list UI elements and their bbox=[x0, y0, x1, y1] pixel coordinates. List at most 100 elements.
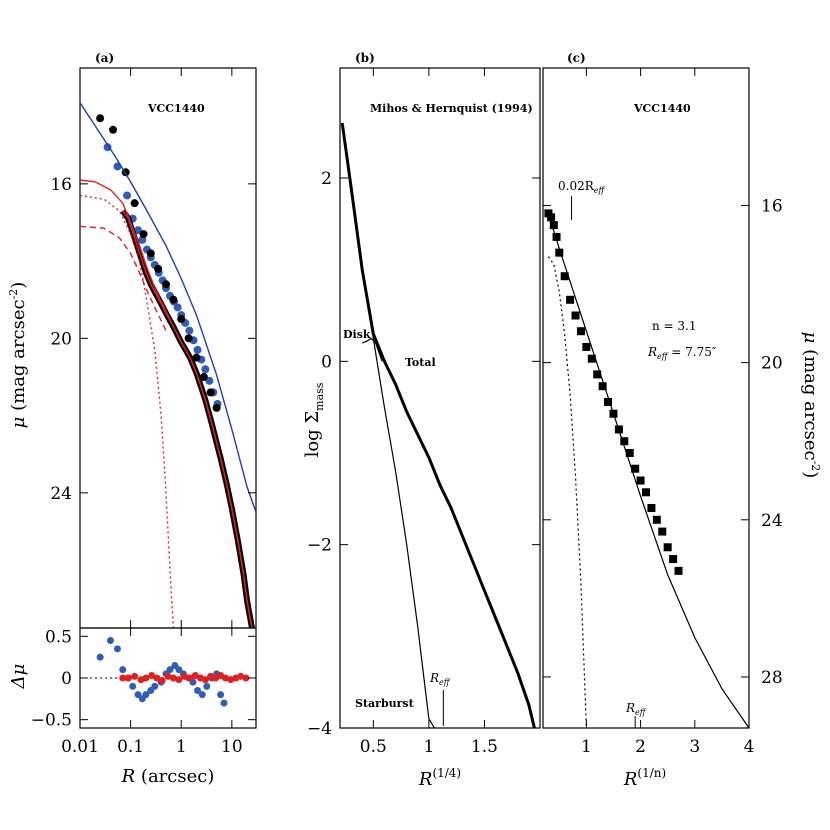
a-point-black-points bbox=[184, 334, 193, 343]
r-point-red-residuals bbox=[164, 672, 172, 680]
total-label: Total bbox=[405, 356, 436, 369]
a-ytick-label: 20 bbox=[50, 329, 72, 349]
r-xtick-label: 1 bbox=[176, 737, 187, 757]
r-point-blue-residuals bbox=[166, 666, 174, 674]
c-point bbox=[625, 449, 634, 457]
r-xtick-label: 10 bbox=[221, 737, 243, 757]
c-point bbox=[549, 221, 558, 230]
panel-b-ylabel: log Σmass bbox=[302, 382, 326, 457]
r-point-red-residuals bbox=[148, 672, 156, 679]
c-point bbox=[636, 476, 645, 485]
b-ytick-label: −2 bbox=[307, 536, 332, 556]
c-point bbox=[604, 397, 613, 406]
inner-reff-label: 0.02Reff bbox=[558, 179, 606, 195]
c-ytick-label: 28 bbox=[761, 668, 783, 688]
b-line-Total bbox=[340, 122, 536, 729]
r-point-red-residuals bbox=[153, 674, 161, 682]
c-point bbox=[647, 504, 656, 512]
r-point-blue-residuals bbox=[106, 637, 114, 644]
a-point-black-points bbox=[161, 280, 170, 289]
c-point bbox=[547, 213, 556, 222]
r-xtick-label: 0.01 bbox=[61, 737, 99, 757]
a-ytick-label: 24 bbox=[50, 484, 72, 504]
a-point-black-points bbox=[177, 315, 186, 324]
r-point-blue-residuals bbox=[203, 682, 211, 690]
panel-a: (a) VCC1440 16 20 24 μ (mag arcsec-2) bbox=[7, 51, 257, 629]
c-point bbox=[642, 488, 650, 497]
a-point-blue-points bbox=[185, 326, 194, 335]
b-reff-label: Reff bbox=[429, 671, 451, 687]
panel-a-label: (a) bbox=[95, 51, 114, 65]
b-xtick-label: 1 bbox=[423, 737, 434, 757]
r-point-red-residuals bbox=[180, 672, 188, 680]
r-point-red-residuals bbox=[158, 677, 166, 684]
c-point bbox=[560, 272, 569, 281]
panel-c: (c) VCC1440 16 20 24 28 1 2 3 4 0.02Reff n = 3.… bbox=[542, 51, 822, 790]
panel-c-xlabel: R(1/n) bbox=[623, 766, 666, 790]
panel-b-axes: 2 0 −2 −4 0.5 1 1.5 bbox=[307, 68, 540, 757]
sersic-n-label: n = 3.1 bbox=[652, 319, 697, 333]
r-point-blue-residuals bbox=[220, 699, 228, 707]
a-point-black-points bbox=[154, 264, 163, 273]
panel-c-series bbox=[544, 209, 750, 729]
a-point-blue-points bbox=[103, 143, 112, 152]
r-point-blue-residuals bbox=[113, 645, 121, 653]
r-point-blue-residuals bbox=[142, 691, 150, 699]
panel-a-axes: 16 20 24 bbox=[50, 68, 256, 628]
residual-series bbox=[80, 637, 256, 707]
c-point bbox=[598, 382, 607, 391]
c-xtick-label: 2 bbox=[635, 737, 646, 757]
a-point-black-points bbox=[109, 125, 118, 134]
a-point-black-points bbox=[206, 388, 215, 397]
b-line-Starburst bbox=[341, 122, 435, 729]
c-point bbox=[571, 311, 580, 320]
a-point-blue-points bbox=[193, 345, 202, 354]
b-ytick-label: 2 bbox=[321, 169, 332, 189]
c-point bbox=[669, 555, 678, 564]
r-point-blue-residuals bbox=[217, 691, 225, 699]
panel-b-frame bbox=[339, 67, 541, 729]
r-point-blue-residuals bbox=[151, 682, 159, 690]
panel-a-ylabel: μ (mag arcsec-2) bbox=[7, 282, 29, 429]
a-point-black-points bbox=[130, 199, 139, 208]
b-ytick-label: 0 bbox=[321, 352, 332, 372]
c-point bbox=[663, 543, 672, 552]
c-line-Sersic-fit bbox=[547, 213, 750, 729]
a-ytick-label: 16 bbox=[50, 175, 72, 195]
r-xtick-label: 0.1 bbox=[117, 737, 144, 757]
c-xtick-label: 4 bbox=[744, 737, 755, 757]
r-point-red-residuals bbox=[242, 674, 250, 682]
residual-ylabel: Δμ bbox=[8, 664, 29, 690]
a-point-black-points bbox=[212, 403, 221, 412]
panel-c-label: (c) bbox=[567, 51, 586, 65]
r-point-red-residuals bbox=[201, 676, 209, 684]
disk-label: Disk bbox=[343, 328, 371, 341]
c-point bbox=[658, 527, 667, 536]
r-point-red-residuals bbox=[119, 674, 127, 682]
panel-b-title: Mihos & Hernquist (1994) bbox=[370, 102, 533, 115]
b-xtick-label: 0.5 bbox=[360, 737, 387, 757]
panel-b-xlabel: R(1/4) bbox=[418, 766, 461, 790]
r-point-blue-residuals bbox=[96, 653, 104, 661]
c-point bbox=[582, 342, 591, 351]
c-point bbox=[587, 354, 596, 363]
r-ytick-label: 0 bbox=[61, 669, 72, 689]
panel-b-series bbox=[340, 122, 536, 729]
panel-a-series bbox=[79, 102, 257, 629]
a-point-black-points bbox=[96, 114, 105, 123]
residual-axes: 0.5 0 −0.5 0.01 0.1 1 10 bbox=[31, 627, 256, 757]
a-line-blue-model bbox=[79, 102, 257, 513]
r-point-red-residuals bbox=[124, 674, 132, 682]
a-point-blue-points bbox=[173, 303, 182, 312]
c-point bbox=[555, 248, 564, 257]
c-xtick-label: 3 bbox=[689, 737, 700, 757]
c-point bbox=[552, 232, 561, 241]
r-point-red-residuals bbox=[142, 674, 150, 682]
b-ytick-label: −4 bbox=[307, 719, 332, 739]
r-ytick-label: −0.5 bbox=[31, 711, 72, 731]
c-point bbox=[652, 515, 661, 524]
panel-a-residuals: 0.5 0 −0.5 0.01 0.1 1 10 Δμ R (arcsec) bbox=[8, 627, 257, 787]
b-xtick-label: 1.5 bbox=[471, 737, 498, 757]
c-point bbox=[576, 327, 585, 336]
c-ytick-label: 16 bbox=[761, 197, 783, 217]
